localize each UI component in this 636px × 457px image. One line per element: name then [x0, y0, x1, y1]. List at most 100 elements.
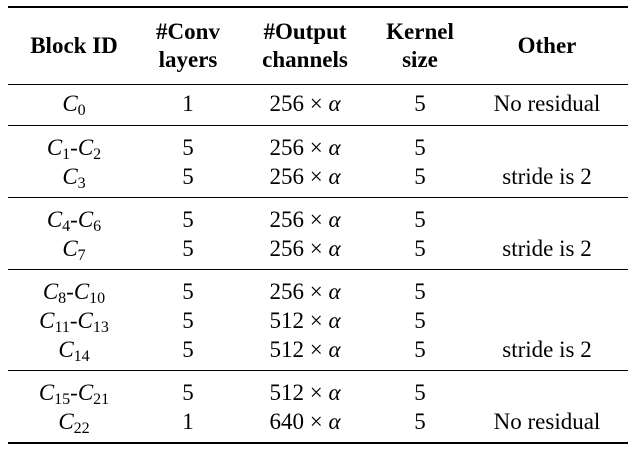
- cell-output-channels: 512 × α: [236, 336, 374, 364]
- cell-output-channels: 256 × α: [236, 235, 374, 263]
- cell-block-id: C4-C6: [46, 207, 102, 235]
- block-index: 1: [62, 146, 71, 163]
- alpha-multiplier: × α: [303, 308, 341, 333]
- block-index: 11: [54, 319, 70, 336]
- cell-block-id: C8-C10: [42, 279, 106, 307]
- alpha-multiplier: × α: [303, 164, 341, 189]
- cell-output-channels: 256 × α: [236, 90, 374, 118]
- cell-conv-layers: 5: [182, 207, 194, 232]
- cell-kernel-size: 5: [414, 380, 426, 405]
- cell-kernel-size: 5: [414, 207, 426, 232]
- cell-other: stride is 2: [502, 164, 592, 189]
- header-conv-line2: layers: [158, 47, 218, 72]
- channel-count: 256: [269, 236, 304, 261]
- channel-count: 256: [269, 91, 304, 116]
- cell-kernel-size: 5: [414, 135, 426, 160]
- cell-block-id: C15-C21: [38, 380, 110, 408]
- cell-conv-layers: 5: [182, 279, 194, 304]
- block-index: 10: [89, 290, 106, 307]
- block-index: 15: [54, 391, 71, 408]
- block-index: 6: [93, 218, 102, 235]
- channel-count: 256: [269, 135, 304, 160]
- cell-kernel-size: 5: [414, 409, 426, 434]
- block-index: 21: [93, 391, 110, 408]
- cell-conv-layers: 5: [182, 236, 194, 261]
- cell-conv-layers: 1: [182, 91, 194, 116]
- block-letter: C: [46, 135, 63, 160]
- group-rule-1: [8, 125, 628, 126]
- header-output-line2: channels: [262, 47, 348, 72]
- header-other: Other: [517, 33, 577, 58]
- block-letter: C: [77, 380, 94, 405]
- block-letter: C: [62, 236, 78, 261]
- channel-count: 512: [269, 308, 304, 333]
- block-index: 4: [62, 218, 71, 235]
- block-index: 2: [93, 146, 102, 163]
- cell-block-id: C11-C13: [39, 308, 109, 336]
- cell-conv-layers: 5: [182, 380, 194, 405]
- block-index: 3: [77, 175, 86, 192]
- cell-output-channels: 640 × α: [236, 408, 374, 436]
- group-rule-4: [8, 370, 628, 371]
- cell-other: stride is 2: [502, 337, 592, 362]
- cell-block-id: C0: [8, 90, 140, 119]
- cell-block-id: C3: [8, 163, 140, 192]
- block-letter: C: [62, 164, 78, 189]
- alpha-multiplier: × α: [303, 91, 341, 116]
- block-index: 22: [73, 420, 90, 437]
- block-index: 7: [77, 247, 86, 264]
- cell-output-channels: 256 × α: [236, 134, 374, 162]
- block-letter: C: [77, 135, 94, 160]
- cell-conv-layers: 5: [182, 308, 194, 333]
- block-letter: C: [58, 337, 74, 362]
- cell-output-channels: 256 × α: [236, 206, 374, 234]
- block-index: 14: [73, 348, 90, 365]
- alpha-multiplier: × α: [303, 207, 341, 232]
- cell-kernel-size: 5: [414, 236, 426, 261]
- block-letter: C: [62, 91, 78, 116]
- block-letter: C: [73, 279, 90, 304]
- cell-output-channels: 512 × α: [236, 307, 374, 335]
- channel-count: 256: [269, 164, 304, 189]
- header-output-line1: #Output: [263, 19, 347, 44]
- cell-output-channels: 256 × α: [236, 163, 374, 191]
- header-rule: [8, 84, 628, 85]
- cell-other: No residual: [493, 409, 601, 434]
- cell-conv-layers: 5: [182, 337, 194, 362]
- block-letter: C: [38, 380, 55, 405]
- header-kernel-line2: size: [402, 47, 438, 72]
- cell-output-channels: 512 × α: [236, 379, 374, 407]
- cell-other: No residual: [493, 91, 601, 116]
- group-rule-2: [8, 197, 628, 198]
- block-index: 13: [92, 319, 109, 336]
- bottom-rule: [8, 442, 628, 444]
- alpha-multiplier: × α: [303, 409, 341, 434]
- cell-block-id: C7: [8, 235, 140, 264]
- block-index: 0: [77, 102, 86, 119]
- block-letter: C: [42, 279, 59, 304]
- alpha-multiplier: × α: [303, 380, 341, 405]
- alpha-multiplier: × α: [303, 236, 341, 261]
- channel-count: 512: [269, 337, 304, 362]
- cell-other: stride is 2: [502, 236, 592, 261]
- cell-kernel-size: 5: [414, 308, 426, 333]
- block-letter: C: [39, 308, 55, 333]
- block-letter: C: [46, 207, 63, 232]
- channel-count: 256: [269, 207, 304, 232]
- cell-kernel-size: 5: [414, 279, 426, 304]
- cell-output-channels: 256 × α: [236, 278, 374, 306]
- cell-conv-layers: 5: [182, 135, 194, 160]
- alpha-multiplier: × α: [303, 279, 341, 304]
- channel-count: 640: [269, 409, 304, 434]
- cell-block-id: C1-C2: [46, 135, 102, 163]
- architecture-table: Block ID #Conv layers #Output channels K…: [8, 0, 628, 447]
- top-rule: [8, 6, 628, 8]
- cell-block-id: C14: [8, 336, 140, 365]
- block-letter: C: [77, 308, 93, 333]
- alpha-multiplier: × α: [303, 135, 341, 160]
- cell-kernel-size: 5: [414, 91, 426, 116]
- channel-count: 512: [269, 380, 304, 405]
- header-block-id: Block ID: [30, 33, 118, 58]
- header-kernel-line1: Kernel: [386, 19, 454, 44]
- block-letter: C: [58, 409, 74, 434]
